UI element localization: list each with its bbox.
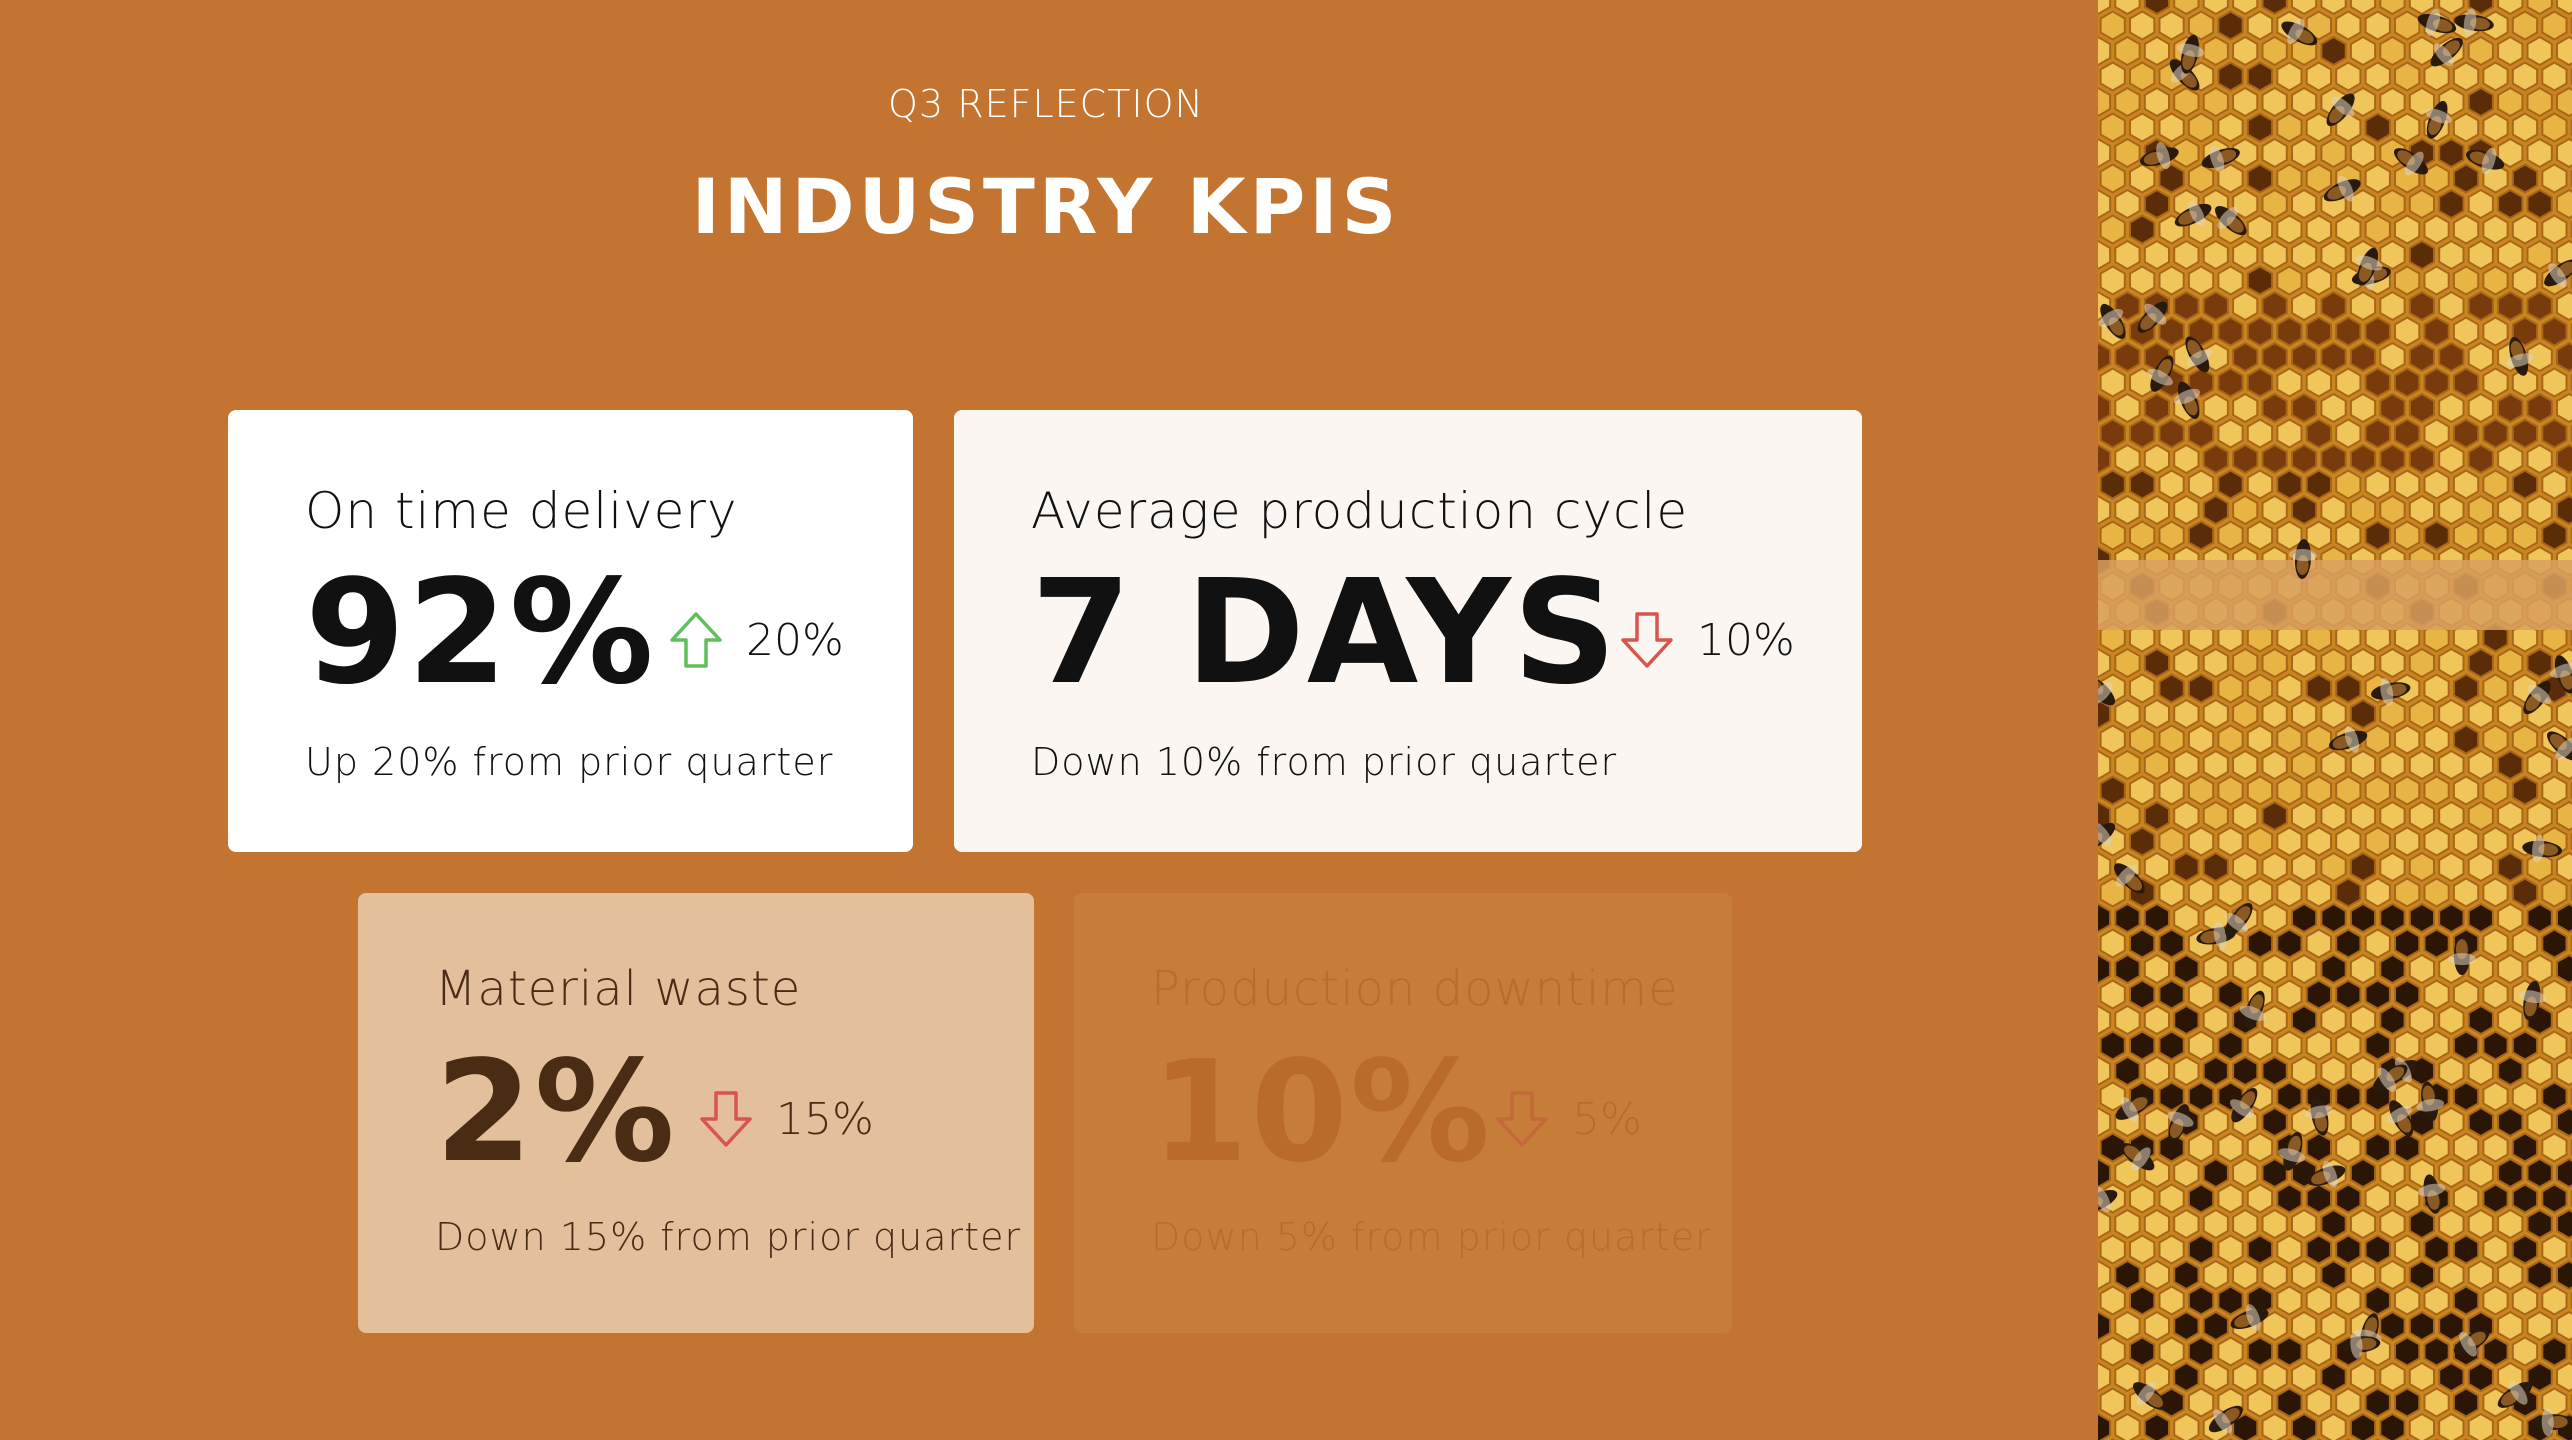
arrow-down-icon: [1621, 612, 1673, 668]
kpi-value: 2%: [435, 1031, 677, 1194]
kpi-note: Down 5% from prior quarter: [1151, 1215, 1712, 1259]
kpi-card-production-downtime: Production downtime 10% 5% Down 5% from …: [1074, 893, 1732, 1333]
arrow-down-icon: [700, 1091, 752, 1147]
eyebrow: Q3 REFLECTION: [888, 82, 1204, 126]
kpi-delta: 20%: [668, 610, 844, 670]
kpi-delta-value: 5%: [1572, 1093, 1642, 1145]
kpi-delta-value: 15%: [776, 1093, 874, 1145]
kpi-value: 92%: [305, 548, 656, 716]
kpi-label: Average production cycle: [1031, 482, 1689, 540]
page-title: INDUSTRY KPIS: [691, 162, 1401, 251]
kpi-delta: 15%: [698, 1089, 874, 1149]
kpi-note: Down 15% from prior quarter: [435, 1215, 1022, 1259]
kpi-delta: 10%: [1619, 610, 1795, 670]
kpi-label: Material waste: [435, 961, 802, 1017]
kpi-value: 7 DAYS: [1031, 548, 1619, 716]
kpi-card-on-time-delivery: On time delivery 92% 20% Up 20% from pri…: [228, 410, 913, 852]
kpi-note: Up 20% from prior quarter: [305, 740, 834, 784]
kpi-delta-value: 10%: [1697, 614, 1795, 666]
kpi-label: On time delivery: [305, 482, 738, 540]
kpi-delta-value: 20%: [746, 614, 844, 666]
kpi-delta: 5%: [1494, 1089, 1642, 1149]
honeycomb-pattern: [2098, 0, 2572, 1440]
kpi-label: Production downtime: [1151, 961, 1679, 1017]
arrow-down-icon: [1496, 1091, 1548, 1147]
kpi-note: Down 10% from prior quarter: [1031, 740, 1618, 784]
arrow-up-icon: [670, 612, 722, 668]
slide: Q3 REFLECTION INDUSTRY KPIS On time deli…: [228, 82, 1862, 1333]
kpi-card-material-waste: Material waste 2% 15% Down 15% from prio…: [358, 893, 1034, 1333]
kpi-card-average-production-cycle: Average production cycle 7 DAYS 10% Down…: [954, 410, 1862, 852]
kpi-value: 10%: [1151, 1031, 1493, 1194]
honeycomb-photo: [2098, 0, 2572, 1440]
